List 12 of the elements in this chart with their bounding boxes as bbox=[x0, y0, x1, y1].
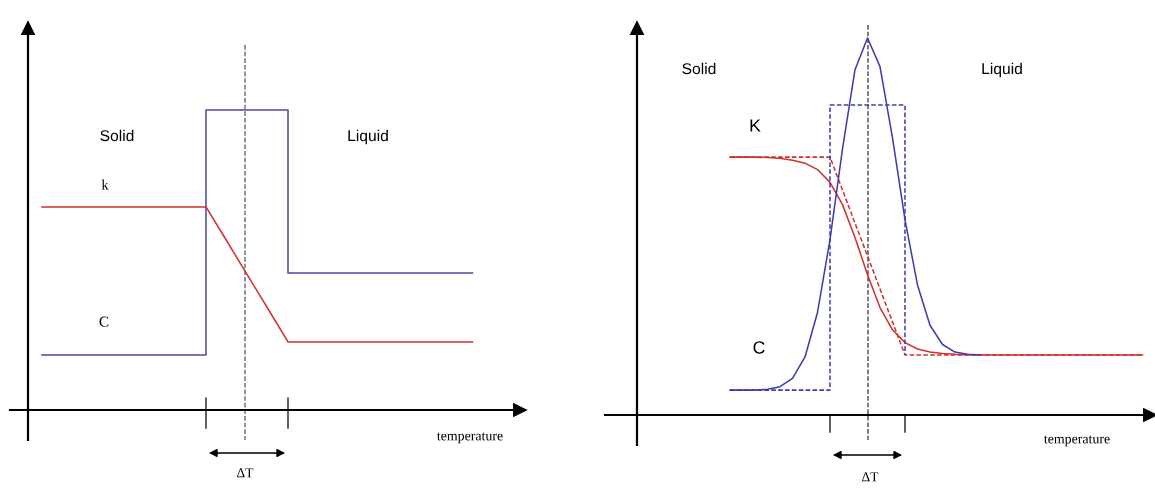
series-label: K bbox=[750, 119, 761, 132]
annotation: Liquid bbox=[348, 129, 388, 145]
text: ΔT bbox=[237, 468, 254, 478]
text: ΔT bbox=[862, 472, 879, 482]
annotation: Liquid bbox=[982, 62, 1022, 78]
x-axis-title: temperature bbox=[1043, 435, 1110, 447]
x-axis-title: temperature bbox=[436, 432, 503, 444]
annotation: Solid bbox=[100, 129, 134, 142]
series-label: k bbox=[101, 179, 109, 190]
text: Solid bbox=[682, 62, 716, 75]
series-label: C bbox=[753, 341, 765, 354]
series-label: C bbox=[99, 316, 109, 327]
